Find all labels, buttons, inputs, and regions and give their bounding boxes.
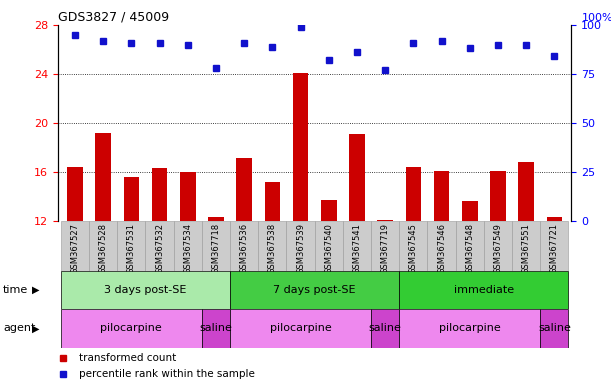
Text: GSM367532: GSM367532 bbox=[155, 223, 164, 274]
Bar bbox=[230, 271, 399, 309]
Text: GSM367540: GSM367540 bbox=[324, 223, 333, 274]
Text: GSM367531: GSM367531 bbox=[127, 223, 136, 274]
Text: pilocarpine: pilocarpine bbox=[439, 323, 500, 333]
Bar bbox=[208, 217, 224, 221]
Text: GSM367719: GSM367719 bbox=[381, 223, 390, 274]
Text: GSM367721: GSM367721 bbox=[550, 223, 559, 274]
Bar bbox=[406, 167, 421, 221]
Text: pilocarpine: pilocarpine bbox=[100, 323, 163, 333]
Bar bbox=[490, 170, 506, 221]
Bar bbox=[540, 221, 568, 271]
Text: GSM367545: GSM367545 bbox=[409, 223, 418, 274]
Text: GSM367541: GSM367541 bbox=[353, 223, 362, 274]
Bar bbox=[428, 221, 456, 271]
Bar bbox=[258, 221, 287, 271]
Bar bbox=[174, 221, 202, 271]
Bar bbox=[371, 221, 399, 271]
Bar bbox=[123, 177, 139, 221]
Bar bbox=[61, 221, 89, 271]
Bar bbox=[265, 182, 280, 221]
Bar bbox=[484, 221, 512, 271]
Bar bbox=[378, 220, 393, 221]
Bar bbox=[202, 309, 230, 348]
Text: saline: saline bbox=[200, 323, 232, 333]
Bar bbox=[399, 309, 540, 348]
Bar bbox=[371, 309, 399, 348]
Bar bbox=[236, 158, 252, 221]
Bar bbox=[540, 309, 568, 348]
Bar bbox=[349, 134, 365, 221]
Text: transformed count: transformed count bbox=[79, 353, 176, 363]
Text: GSM367534: GSM367534 bbox=[183, 223, 192, 274]
Text: GDS3827 / 45009: GDS3827 / 45009 bbox=[58, 11, 169, 24]
Text: GSM367551: GSM367551 bbox=[522, 223, 531, 274]
Bar bbox=[202, 221, 230, 271]
Text: GSM367549: GSM367549 bbox=[494, 223, 502, 274]
Bar bbox=[61, 309, 202, 348]
Bar bbox=[180, 172, 196, 221]
Text: time: time bbox=[3, 285, 28, 295]
Text: GSM367548: GSM367548 bbox=[465, 223, 474, 274]
Bar bbox=[230, 309, 371, 348]
Text: GSM367536: GSM367536 bbox=[240, 223, 249, 275]
Bar bbox=[152, 168, 167, 221]
Text: agent: agent bbox=[3, 323, 35, 333]
Bar bbox=[315, 221, 343, 271]
Text: GSM367546: GSM367546 bbox=[437, 223, 446, 274]
Bar bbox=[462, 201, 478, 221]
Bar bbox=[343, 221, 371, 271]
Text: 7 days post-SE: 7 days post-SE bbox=[273, 285, 356, 295]
Bar bbox=[547, 217, 562, 221]
Text: saline: saline bbox=[368, 323, 401, 333]
Bar bbox=[117, 221, 145, 271]
Bar bbox=[518, 162, 534, 221]
Text: 3 days post-SE: 3 days post-SE bbox=[104, 285, 186, 295]
Text: GSM367539: GSM367539 bbox=[296, 223, 305, 274]
Text: 100%: 100% bbox=[582, 13, 611, 23]
Bar bbox=[287, 221, 315, 271]
Text: immediate: immediate bbox=[454, 285, 514, 295]
Bar bbox=[67, 167, 82, 221]
Bar bbox=[321, 200, 337, 221]
Bar bbox=[95, 133, 111, 221]
Text: ▶: ▶ bbox=[32, 285, 39, 295]
Bar bbox=[230, 221, 258, 271]
Text: pilocarpine: pilocarpine bbox=[269, 323, 331, 333]
Bar bbox=[399, 271, 568, 309]
Text: percentile rank within the sample: percentile rank within the sample bbox=[79, 369, 254, 379]
Bar bbox=[512, 221, 540, 271]
Text: ▶: ▶ bbox=[32, 323, 39, 333]
Bar bbox=[145, 221, 174, 271]
Bar bbox=[434, 170, 449, 221]
Bar bbox=[89, 221, 117, 271]
Text: saline: saline bbox=[538, 323, 571, 333]
Text: GSM367528: GSM367528 bbox=[98, 223, 108, 274]
Bar bbox=[456, 221, 484, 271]
Bar bbox=[399, 221, 428, 271]
Bar bbox=[61, 271, 230, 309]
Text: GSM367538: GSM367538 bbox=[268, 223, 277, 275]
Bar bbox=[293, 73, 309, 221]
Text: GSM367718: GSM367718 bbox=[211, 223, 221, 275]
Text: GSM367527: GSM367527 bbox=[70, 223, 79, 274]
